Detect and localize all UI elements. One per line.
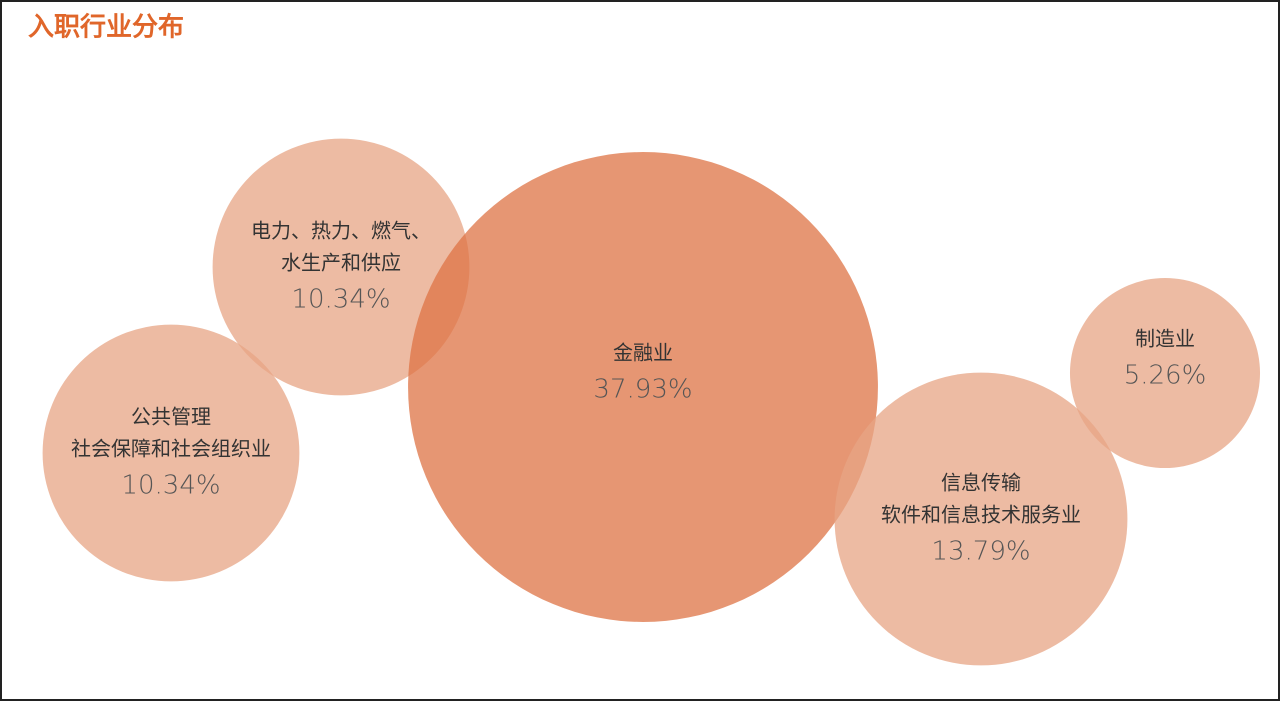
bubble-label: 软件和信息技术服务业 xyxy=(881,503,1081,527)
bubble xyxy=(408,152,878,622)
bubble-label: 电力、热力、燃气、 xyxy=(251,219,431,243)
bubble-label: 信息传输 xyxy=(941,471,1021,495)
chart-title: 入职行业分布 xyxy=(28,12,184,43)
bubble xyxy=(1069,277,1261,469)
bubble xyxy=(212,138,470,396)
bubble xyxy=(42,324,300,582)
value-label: 10.34% xyxy=(291,285,390,315)
bubble-label: 制造业 xyxy=(1135,327,1195,351)
value-label: 13.79% xyxy=(931,537,1030,567)
value-label: 10.34% xyxy=(121,471,220,501)
bubble-label: 社会保障和社会组织业 xyxy=(71,437,271,461)
value-label: 37.93% xyxy=(593,375,692,405)
value-label: 5.26% xyxy=(1124,361,1207,391)
bubble-label: 水生产和供应 xyxy=(281,251,401,275)
bubble-label: 公共管理 xyxy=(131,405,211,429)
bubble-label: 金融业 xyxy=(613,341,673,365)
bubble xyxy=(834,372,1128,666)
